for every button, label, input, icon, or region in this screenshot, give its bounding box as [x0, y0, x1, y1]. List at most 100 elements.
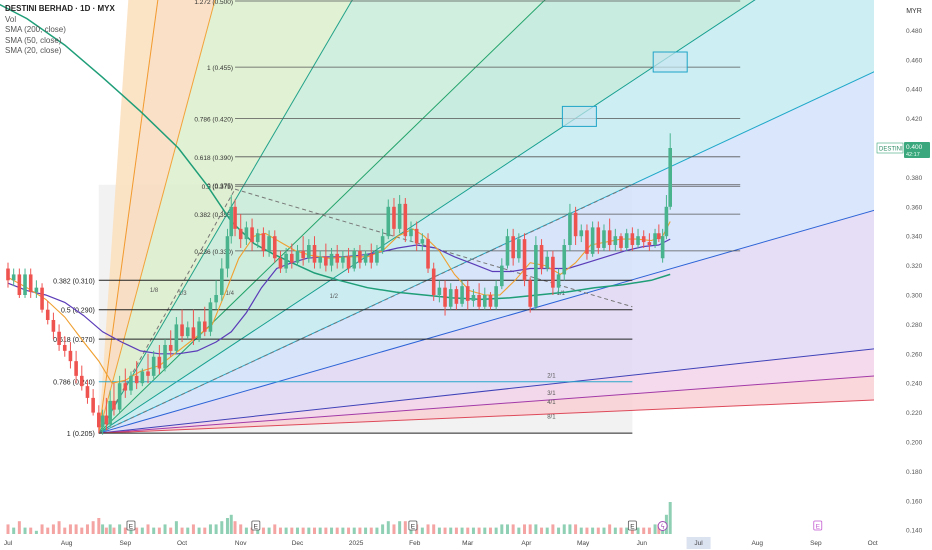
candle-body: [613, 236, 618, 246]
volume-bar: [295, 527, 299, 534]
target-box[interactable]: [561, 105, 597, 127]
candle-body: [104, 415, 109, 425]
volume-bar: [101, 524, 105, 534]
candle-body: [443, 287, 447, 307]
candle-body: [91, 397, 95, 413]
candle-body: [225, 236, 230, 269]
volume-bar: [284, 527, 288, 534]
fib-levels: 0.382 (0.310)0.5 (0.290)0.618 (0.270)0.7…: [53, 0, 741, 438]
dashed-line-diag: [98, 184, 633, 434]
volume-bar: [381, 524, 385, 534]
volume-bar: [146, 524, 150, 534]
candle-body: [636, 236, 640, 246]
earnings-marker-label: E: [254, 524, 259, 531]
candle-body: [312, 245, 317, 263]
fan-line-3-1: [98, 348, 874, 434]
candle-body: [34, 287, 39, 293]
candle-body: [641, 236, 646, 243]
volume-bar: [574, 524, 578, 534]
candle-body: [6, 268, 10, 281]
candle-body: [341, 256, 345, 263]
volume-bar: [613, 527, 617, 534]
candle-body: [244, 227, 249, 240]
candle-body: [511, 236, 515, 259]
lightning-icon[interactable]: [657, 521, 668, 531]
y-tick-label: 0.180: [906, 469, 923, 476]
volume-bar: [214, 524, 218, 534]
candle-body: [505, 236, 510, 266]
volume-bar: [112, 527, 116, 534]
fib-label: 0.382 (0.310): [53, 278, 95, 285]
sma200-line: [0, 3, 671, 301]
earnings-marker[interactable]: [408, 520, 418, 531]
x-tick-label: Nov: [235, 540, 247, 547]
candle-body: [250, 227, 254, 243]
x-tick-label: Oct: [177, 540, 187, 547]
candle-body: [28, 274, 33, 293]
volume-bar: [619, 527, 623, 534]
gann-label: 4/1: [547, 400, 556, 406]
volume-bar: [51, 524, 55, 534]
volume-bar: [267, 527, 271, 534]
volume-bar: [585, 527, 589, 534]
volume-bar: [364, 527, 368, 534]
candle-body: [112, 400, 116, 410]
event-markers: E E E E Eϟ: [126, 520, 823, 531]
candle-body: [346, 256, 351, 269]
volume-bar: [63, 527, 67, 534]
dashed-lines: [98, 184, 633, 434]
y-tick-label: 0.360: [906, 204, 923, 211]
legend-sma50[interactable]: SMA (50, close): [5, 35, 62, 45]
earnings-marker-label: E: [630, 524, 635, 531]
fan-line-1-2: [98, 0, 756, 434]
volume-bar: [57, 521, 61, 534]
candle-body: [74, 361, 78, 376]
earnings-marker[interactable]: [813, 520, 823, 531]
y-tick-label: 0.220: [906, 410, 923, 417]
gann-label: 1/3: [178, 291, 187, 297]
candle-body: [409, 228, 413, 237]
volume-bar: [104, 527, 108, 534]
price-badge-value: 0.400: [906, 144, 923, 151]
volume-bar: [483, 527, 487, 534]
candle-body: [185, 327, 190, 337]
x-tick-label: Mar: [462, 540, 474, 547]
candle-body: [208, 302, 213, 332]
candle-body: [500, 265, 504, 287]
y-tick-label: 0.440: [906, 87, 923, 94]
gann-label: 2/1: [547, 373, 556, 379]
candle-body: [68, 350, 73, 362]
y-tick-label: 0.280: [906, 322, 923, 329]
x-tick-label: May: [577, 540, 590, 547]
volume-bar: [398, 521, 402, 534]
legend-sma20[interactable]: SMA (20, close): [5, 46, 62, 55]
candle-body: [100, 415, 105, 428]
candle-body: [335, 253, 340, 263]
candle-body: [79, 375, 84, 387]
volume-bar: [477, 527, 481, 534]
candle-body: [590, 227, 595, 254]
legend-sma200[interactable]: SMA (200, close): [5, 25, 66, 34]
target-box[interactable]: [652, 51, 688, 73]
candle-body: [653, 233, 657, 246]
y-tick-label: 0.160: [906, 498, 923, 505]
volume-bar: [375, 527, 379, 534]
volume-bar: [426, 524, 430, 534]
earnings-marker[interactable]: [126, 520, 136, 531]
volume-bar: [23, 527, 27, 534]
candle-body: [619, 236, 623, 248]
candle-body: [284, 253, 288, 269]
candle-body: [267, 236, 271, 251]
price-badge-countdown: 42:17: [906, 152, 920, 158]
volume-bar: [668, 502, 672, 534]
fib-label: 0.786 (0.240): [53, 380, 95, 387]
legend-vol[interactable]: Vol: [5, 14, 17, 24]
candle-body: [386, 206, 391, 237]
volume-bar: [324, 527, 328, 534]
volume-bar: [68, 524, 72, 534]
earnings-marker[interactable]: [251, 520, 261, 531]
candle-body: [545, 256, 550, 269]
earnings-marker[interactable]: [627, 520, 637, 531]
gann-label: 1/1: [557, 291, 566, 297]
